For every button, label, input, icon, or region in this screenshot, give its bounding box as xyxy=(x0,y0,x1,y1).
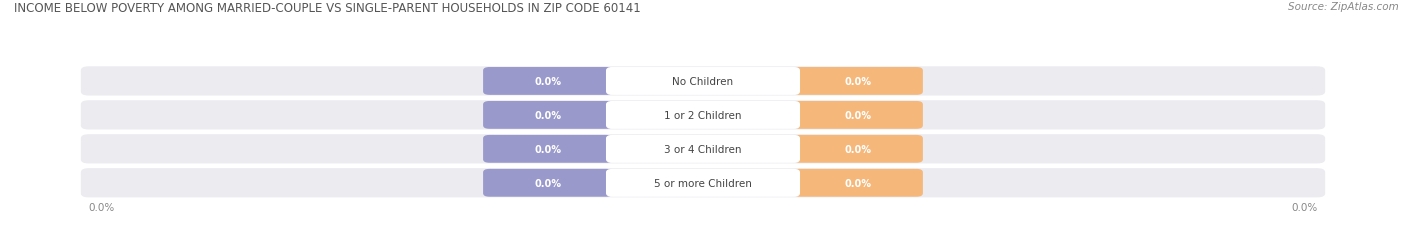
Text: 0.0%: 0.0% xyxy=(845,110,872,120)
FancyBboxPatch shape xyxy=(80,101,1326,130)
Text: 0.0%: 0.0% xyxy=(89,203,115,213)
FancyBboxPatch shape xyxy=(793,169,922,197)
Text: 0.0%: 0.0% xyxy=(845,144,872,154)
FancyBboxPatch shape xyxy=(606,169,800,197)
FancyBboxPatch shape xyxy=(484,169,613,197)
Text: 1 or 2 Children: 1 or 2 Children xyxy=(664,110,742,120)
FancyBboxPatch shape xyxy=(793,102,922,129)
FancyBboxPatch shape xyxy=(484,68,613,95)
Text: 0.0%: 0.0% xyxy=(845,178,872,188)
FancyBboxPatch shape xyxy=(484,102,613,129)
FancyBboxPatch shape xyxy=(606,102,800,129)
FancyBboxPatch shape xyxy=(484,135,613,163)
FancyBboxPatch shape xyxy=(80,135,1326,164)
FancyBboxPatch shape xyxy=(80,168,1326,198)
FancyBboxPatch shape xyxy=(80,67,1326,96)
Text: 3 or 4 Children: 3 or 4 Children xyxy=(664,144,742,154)
Text: 0.0%: 0.0% xyxy=(534,77,561,87)
Text: Source: ZipAtlas.com: Source: ZipAtlas.com xyxy=(1288,2,1399,12)
FancyBboxPatch shape xyxy=(793,68,922,95)
Text: 0.0%: 0.0% xyxy=(534,110,561,120)
Text: 0.0%: 0.0% xyxy=(534,144,561,154)
Text: 0.0%: 0.0% xyxy=(1291,203,1317,213)
Text: 0.0%: 0.0% xyxy=(845,77,872,87)
FancyBboxPatch shape xyxy=(793,135,922,163)
Text: 5 or more Children: 5 or more Children xyxy=(654,178,752,188)
Text: INCOME BELOW POVERTY AMONG MARRIED-COUPLE VS SINGLE-PARENT HOUSEHOLDS IN ZIP COD: INCOME BELOW POVERTY AMONG MARRIED-COUPL… xyxy=(14,2,641,15)
FancyBboxPatch shape xyxy=(606,68,800,95)
Text: 0.0%: 0.0% xyxy=(534,178,561,188)
FancyBboxPatch shape xyxy=(606,135,800,163)
Text: No Children: No Children xyxy=(672,77,734,87)
